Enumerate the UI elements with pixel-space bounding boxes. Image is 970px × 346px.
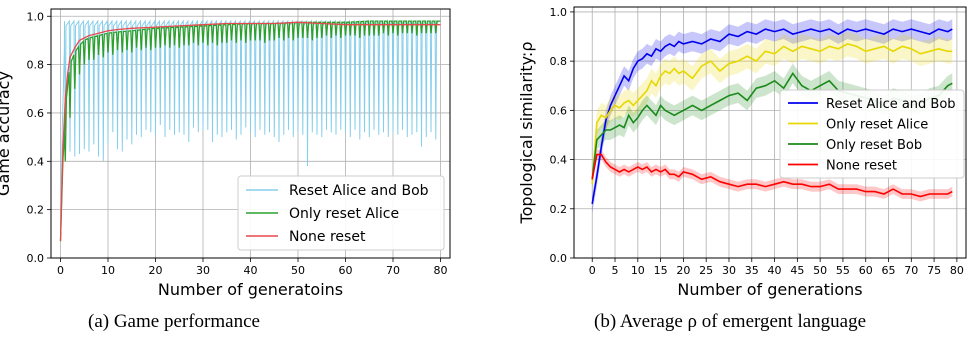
x-tick-label: 80 (950, 264, 964, 277)
legend-box (779, 89, 965, 179)
x-tick-label: 20 (676, 264, 690, 277)
y-tick-label: 0.6 (550, 104, 568, 117)
series-line-none-reset (591, 153, 953, 198)
x-tick-label: 15 (654, 264, 668, 277)
y-tick-label: 0.8 (27, 59, 45, 72)
y-tick-label: 0.8 (550, 55, 568, 68)
y-axis-label: Game accuracy (0, 71, 13, 196)
y-tick-label: 0.0 (550, 252, 568, 265)
x-axis-label: Number of generatoins (158, 280, 343, 299)
x-tick-label: 10 (101, 264, 115, 277)
legend: Reset Alice and Bob Only reset Alice None … (237, 175, 445, 251)
x-tick-label: 20 (149, 264, 163, 277)
x-tick-label: 30 (722, 264, 736, 277)
y-tick-label: 0.6 (27, 107, 45, 120)
x-tick-label: 70 (904, 264, 918, 277)
series-line-only-reset-alice (591, 43, 953, 185)
y-tick-label: 0.2 (550, 203, 568, 216)
y-tick-label: 0.4 (27, 155, 45, 168)
caption-b: (b) Average ρ of emergent language (594, 311, 867, 332)
x-tick-label: 75 (927, 264, 941, 277)
x-tick-label: 60 (859, 264, 873, 277)
legend-label: Only reset Alice (826, 118, 928, 133)
plot-frame (50, 8, 451, 259)
y-tick-label: 0.2 (27, 204, 45, 217)
y-axis-label: Topological similarity:ρ (517, 42, 536, 225)
x-tick-label: 50 (813, 264, 827, 277)
legend-label: None reset (289, 229, 366, 245)
series-band-only-reset-alice (592, 31, 953, 197)
x-tick-label: 10 (631, 264, 645, 277)
legend-label: None reset (826, 159, 897, 174)
x-tick-label: 50 (291, 264, 305, 277)
x-axis-label: Number of generations (677, 280, 862, 299)
y-tick-label: 0.4 (550, 154, 568, 167)
y-tick-label: 1.0 (550, 6, 568, 19)
x-tick-label: 60 (339, 264, 353, 277)
y-tick-label: 1.0 (27, 10, 45, 23)
series-band-reset-alice-and-bob (592, 19, 953, 214)
chart-game-performance: 0.0 0.2 0.4 0.6 0.8 1.0 0 10 20 30 40 50 60 70 80 Numbe… (0, 8, 451, 299)
x-tick-label: 40 (768, 264, 782, 277)
x-tick-label: 35 (745, 264, 759, 277)
legend-label: Only reset Alice (289, 206, 399, 222)
chart-average-rho: 0.0 0.2 0.4 0.6 0.8 1.0 0 5 10 15 20 25 30 35 40 45 50 55… (517, 6, 967, 299)
x-tick-label: 40 (244, 264, 258, 277)
legend-label: Reset Alice and Bob (826, 97, 956, 112)
legend-label: Reset Alice and Bob (289, 183, 429, 199)
x-tick-label: 0 (57, 264, 64, 277)
plot-frame (573, 6, 967, 259)
x-tick-label: 80 (434, 264, 448, 277)
x-tick-label: 0 (589, 264, 596, 277)
series-band-none-reset (592, 149, 953, 202)
y-tick-label: 0.0 (27, 252, 45, 265)
legend: Reset Alice and Bob Only reset Alice Only … (779, 89, 965, 179)
legend-box (237, 175, 445, 251)
x-tick-label: 65 (882, 264, 896, 277)
caption-a: (a) Game performance (88, 311, 260, 332)
series-line-reset-alice-and-bob (591, 28, 953, 205)
legend-label: Only reset Bob (826, 138, 922, 153)
x-tick-label: 30 (196, 264, 210, 277)
x-tick-label: 70 (386, 264, 400, 277)
x-tick-label: 55 (836, 264, 850, 277)
x-tick-label: 45 (790, 264, 804, 277)
x-tick-label: 25 (699, 264, 713, 277)
x-tick-label: 5 (612, 264, 619, 277)
series-line-none-reset (59, 21, 441, 242)
